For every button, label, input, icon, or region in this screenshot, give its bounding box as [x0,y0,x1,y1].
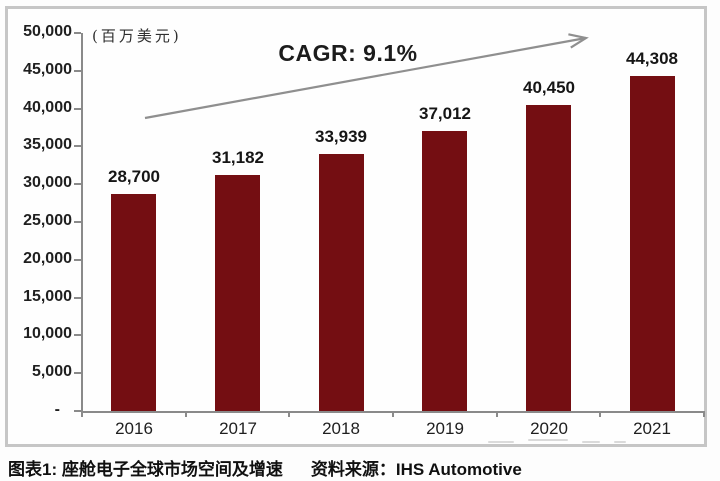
bar [526,105,571,411]
y-tick-label: 35,000 [23,136,72,154]
chart-frame: (百万美元) CAGR: 9.1% 50,000 45,000 40,000 35,0… [5,6,707,447]
bar [215,175,260,411]
y-tick-label: - [54,401,60,418]
caption: 图表1: 座舱电子全球市场空间及增速 资料来源：IHS Automotive [8,455,714,480]
y-tick-mark [74,32,81,34]
bar-value-label: 33,939 [315,127,367,146]
y-tick-label: 15,000 [23,287,72,305]
y-tick-mark [74,372,81,375]
x-tick-mark [599,411,601,417]
bar [422,131,467,411]
y-tick-mark [74,69,81,72]
y-tick-label: 25,000 [23,212,72,229]
x-tick-mark [392,411,394,417]
bar [630,76,675,411]
bar-value-label: 28,700 [108,167,160,186]
x-tick-mark [288,411,290,417]
y-tick-label: 5,000 [31,363,72,381]
y-tick-mark [74,258,81,261]
caption-source: 资料来源：IHS Automotive [310,460,522,479]
bar [319,154,364,411]
bar-value-label: 37,012 [419,104,471,123]
y-tick-label: 45,000 [23,60,72,78]
y-tick-label: 30,000 [23,174,72,192]
y-axis-unit-label: (百万美元) [92,27,182,45]
y-tick-mark [74,334,81,337]
watermark-smudge [488,433,698,443]
bar-value-label: 31,182 [212,148,264,167]
cagr-annotation: CAGR: 9.1% [278,40,418,66]
y-tick-label: 40,000 [23,98,72,116]
caption-figure-label: 图表1: 座舱电子全球市场空间及增速 [8,460,283,479]
y-tick-mark [74,183,81,186]
x-tick-label: 2019 [426,419,464,438]
y-tick-mark [74,145,81,148]
x-tick-label: 2016 [115,419,153,438]
y-tick-mark [74,410,81,412]
plot-area: (百万美元) CAGR: 9.1% 50,000 45,000 40,000 35,0… [8,9,705,444]
x-tick-label: 2017 [219,419,257,438]
y-tick-mark [74,221,81,223]
y-tick-label: 10,000 [23,325,72,343]
y-axis-line [81,33,83,411]
x-tick-mark [185,411,187,417]
x-tick-mark [81,411,83,417]
y-tick-mark [74,107,81,110]
x-tick-mark [496,411,498,417]
x-tick-label: 2021 [633,419,671,438]
x-tick-mark [703,411,705,417]
x-tick-label: 2018 [322,419,360,438]
bar [111,194,156,411]
y-tick-label: 20,000 [23,249,72,267]
bar-value-label: 40,450 [523,78,575,97]
y-tick-mark [74,296,81,299]
bar-value-label: 44,308 [626,49,678,68]
x-tick-label: 2020 [530,419,568,438]
y-tick-label: 50,000 [23,23,72,40]
trend-arrow-icon [144,33,589,120]
